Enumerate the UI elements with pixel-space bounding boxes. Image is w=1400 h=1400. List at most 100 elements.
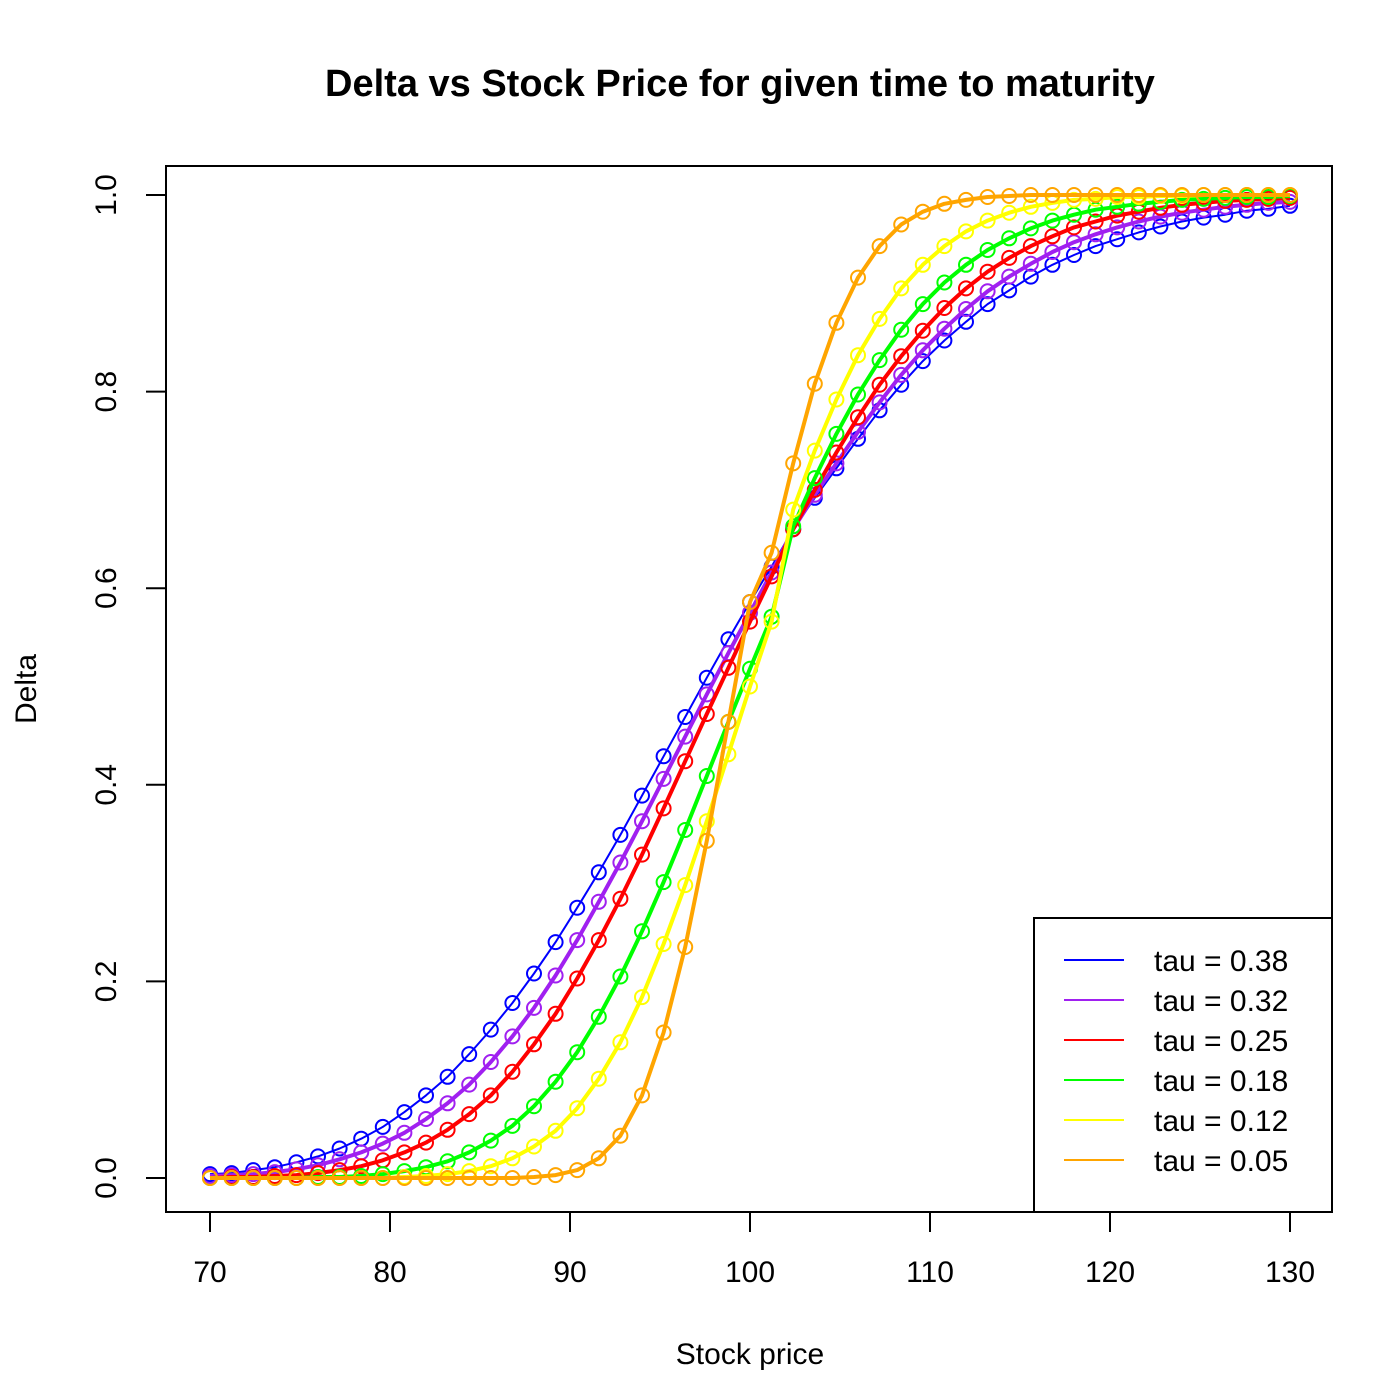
data-point (526, 1169, 542, 1185)
data-point (202, 1170, 218, 1186)
legend-label: tau = 0.38 (1154, 945, 1288, 978)
data-point (634, 846, 650, 863)
data-point (1109, 187, 1126, 203)
data-point (1022, 238, 1039, 255)
data-point (331, 1151, 348, 1168)
data-point (1066, 247, 1082, 263)
x-tick-label: 90 (553, 1256, 586, 1289)
data-point (806, 470, 823, 487)
x-tick-label: 130 (1265, 1256, 1315, 1289)
data-point (504, 1170, 521, 1186)
legend-label: tau = 0.05 (1154, 1145, 1288, 1178)
data-point (979, 189, 996, 205)
data-point (1001, 268, 1018, 285)
data-point (439, 1170, 456, 1186)
data-point (979, 212, 996, 229)
legend-label: tau = 0.18 (1154, 1065, 1288, 1098)
data-point (1152, 187, 1169, 203)
data-point (547, 1073, 564, 1090)
data-point (418, 1134, 434, 1151)
data-point (1130, 213, 1147, 230)
data-point (979, 296, 996, 313)
data-point (936, 274, 953, 291)
data-point (331, 1170, 348, 1186)
data-point (655, 770, 672, 787)
data-point (1087, 187, 1104, 203)
data-point (461, 1046, 478, 1063)
data-point (979, 242, 996, 258)
y-tick-label: 0.4 (90, 764, 123, 806)
data-point (763, 613, 780, 630)
data-point (1001, 204, 1018, 221)
x-tick-label: 120 (1085, 1256, 1135, 1289)
data-point (374, 1118, 391, 1135)
data-point (1044, 256, 1061, 273)
data-point (569, 932, 586, 949)
data-point (806, 442, 823, 459)
data-point (1044, 212, 1061, 229)
data-point (547, 934, 564, 951)
legend-label: tau = 0.12 (1154, 1105, 1288, 1138)
data-point (547, 967, 564, 984)
data-point (677, 709, 694, 725)
data-point (871, 310, 888, 327)
data-point (1260, 187, 1277, 203)
data-point (979, 263, 996, 280)
data-point (374, 1135, 391, 1152)
data-point (1109, 198, 1126, 215)
x-tick-label: 70 (193, 1256, 226, 1289)
data-point (958, 313, 974, 330)
data-point (1044, 187, 1061, 203)
data-point (1087, 238, 1104, 255)
data-point (482, 1054, 499, 1070)
legend-item: tau = 0.25 (1064, 1025, 1288, 1058)
y-axis: 0.0 0.2 0.4 0.6 0.8 1.0 (90, 174, 167, 1199)
data-point (850, 409, 866, 426)
data-point (914, 342, 931, 359)
data-point (1238, 187, 1255, 203)
data-point (893, 321, 910, 338)
data-point (482, 1158, 499, 1175)
data-point (266, 1170, 283, 1186)
data-point (634, 923, 650, 940)
data-point (526, 1036, 542, 1053)
legend-item: tau = 0.38 (1064, 945, 1288, 978)
data-point (526, 999, 542, 1016)
data-point (1174, 191, 1190, 208)
data-point (893, 280, 910, 297)
y-tick-label: 0.0 (90, 1157, 123, 1199)
data-point (504, 1028, 521, 1045)
data-point (223, 1170, 240, 1186)
legend-label: tau = 0.32 (1154, 985, 1288, 1018)
data-point (590, 1008, 607, 1025)
data-point (418, 1111, 434, 1127)
data-point (374, 1166, 391, 1183)
data-point (742, 678, 758, 695)
data-point (698, 768, 715, 784)
data-point (655, 874, 672, 891)
legend-box (1033, 917, 1333, 1213)
data-point (482, 1021, 499, 1038)
data-point (936, 238, 953, 255)
data-point (569, 899, 586, 916)
data-point (439, 1068, 456, 1085)
y-tick-label: 0.2 (90, 961, 123, 1003)
data-point (958, 280, 974, 297)
data-point (482, 1132, 499, 1149)
data-point (569, 1044, 586, 1061)
x-axis: 70 80 90 100 110 120 130 (193, 1211, 1315, 1289)
data-point (504, 1063, 521, 1080)
data-point (374, 1170, 391, 1186)
data-point (936, 300, 953, 316)
series-5 (202, 187, 1298, 1186)
y-tick-label: 1.0 (90, 174, 123, 216)
data-point (720, 713, 737, 730)
data-point (1282, 187, 1298, 203)
y-tick-label: 0.6 (90, 567, 123, 609)
data-point (245, 1170, 262, 1186)
data-point (634, 1087, 650, 1104)
data-point (914, 203, 931, 220)
data-point (612, 826, 629, 843)
data-point (1001, 249, 1018, 266)
data-point (526, 1098, 542, 1115)
